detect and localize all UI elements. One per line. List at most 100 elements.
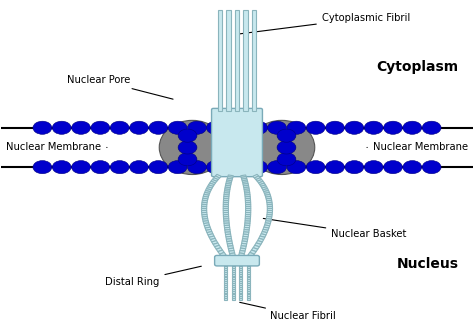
Polygon shape	[244, 225, 250, 228]
Circle shape	[178, 141, 197, 154]
Polygon shape	[243, 185, 249, 188]
Polygon shape	[227, 243, 233, 246]
Polygon shape	[246, 201, 251, 203]
Polygon shape	[232, 276, 235, 277]
Polygon shape	[245, 219, 250, 221]
Polygon shape	[243, 232, 249, 235]
Polygon shape	[223, 207, 228, 209]
Circle shape	[249, 161, 268, 174]
Circle shape	[178, 153, 197, 166]
Polygon shape	[224, 293, 227, 294]
Polygon shape	[232, 264, 235, 266]
Polygon shape	[267, 211, 273, 213]
Polygon shape	[224, 225, 230, 228]
Polygon shape	[207, 185, 213, 188]
Polygon shape	[203, 221, 209, 223]
Polygon shape	[225, 230, 230, 232]
Polygon shape	[239, 279, 242, 281]
Polygon shape	[212, 178, 218, 181]
Circle shape	[129, 161, 148, 174]
Polygon shape	[224, 285, 227, 287]
Polygon shape	[224, 264, 227, 266]
Polygon shape	[239, 291, 242, 293]
Circle shape	[52, 121, 71, 134]
Polygon shape	[245, 221, 250, 223]
Polygon shape	[246, 207, 251, 209]
Polygon shape	[202, 202, 207, 205]
Polygon shape	[246, 209, 251, 211]
Polygon shape	[227, 178, 232, 181]
Polygon shape	[239, 283, 242, 285]
Text: Cytoplasm: Cytoplasm	[376, 60, 458, 74]
Polygon shape	[223, 201, 228, 203]
Polygon shape	[218, 10, 222, 111]
Circle shape	[206, 121, 225, 134]
Polygon shape	[225, 185, 231, 188]
Polygon shape	[224, 266, 227, 268]
Polygon shape	[212, 241, 218, 244]
Circle shape	[306, 121, 325, 134]
Circle shape	[277, 141, 296, 154]
Polygon shape	[239, 272, 242, 274]
Circle shape	[403, 161, 422, 174]
Polygon shape	[224, 277, 227, 279]
Polygon shape	[232, 270, 235, 272]
Polygon shape	[227, 177, 233, 179]
Polygon shape	[253, 245, 259, 249]
Polygon shape	[243, 234, 248, 237]
Polygon shape	[252, 10, 256, 111]
Polygon shape	[224, 268, 227, 270]
Polygon shape	[253, 174, 259, 178]
Polygon shape	[239, 296, 242, 298]
Polygon shape	[209, 236, 215, 240]
Polygon shape	[232, 298, 235, 300]
Circle shape	[188, 121, 206, 134]
Polygon shape	[246, 203, 251, 205]
Polygon shape	[224, 283, 227, 285]
Polygon shape	[203, 196, 209, 199]
Polygon shape	[206, 229, 212, 233]
Polygon shape	[255, 176, 260, 180]
Circle shape	[72, 121, 91, 134]
Text: Nuclear Basket: Nuclear Basket	[264, 218, 407, 239]
Circle shape	[178, 129, 197, 142]
Polygon shape	[261, 185, 267, 188]
Polygon shape	[265, 196, 271, 199]
Polygon shape	[202, 198, 208, 201]
Polygon shape	[218, 250, 224, 254]
Polygon shape	[208, 234, 214, 237]
Polygon shape	[257, 238, 264, 242]
Polygon shape	[241, 177, 247, 179]
Polygon shape	[224, 219, 229, 221]
Polygon shape	[264, 223, 270, 226]
Polygon shape	[205, 189, 211, 192]
Polygon shape	[224, 281, 227, 283]
Polygon shape	[226, 239, 232, 242]
Polygon shape	[255, 243, 261, 247]
Polygon shape	[226, 182, 231, 184]
Polygon shape	[232, 296, 235, 298]
Polygon shape	[232, 285, 235, 287]
Polygon shape	[232, 293, 235, 294]
Polygon shape	[243, 182, 248, 184]
Polygon shape	[247, 279, 250, 281]
Text: Cytoplasmic Fibril: Cytoplasmic Fibril	[240, 13, 410, 34]
Polygon shape	[224, 289, 227, 291]
Polygon shape	[256, 178, 262, 181]
Circle shape	[229, 121, 248, 134]
Polygon shape	[263, 189, 269, 192]
Circle shape	[364, 121, 383, 134]
Polygon shape	[252, 248, 258, 252]
Polygon shape	[245, 193, 250, 195]
Circle shape	[277, 153, 296, 166]
Polygon shape	[266, 218, 272, 221]
Polygon shape	[267, 202, 272, 205]
Polygon shape	[228, 175, 233, 177]
Polygon shape	[259, 236, 265, 240]
Polygon shape	[257, 179, 263, 183]
Polygon shape	[247, 281, 250, 283]
Polygon shape	[242, 241, 247, 244]
Polygon shape	[232, 266, 235, 268]
Polygon shape	[247, 277, 250, 279]
Polygon shape	[262, 229, 268, 233]
